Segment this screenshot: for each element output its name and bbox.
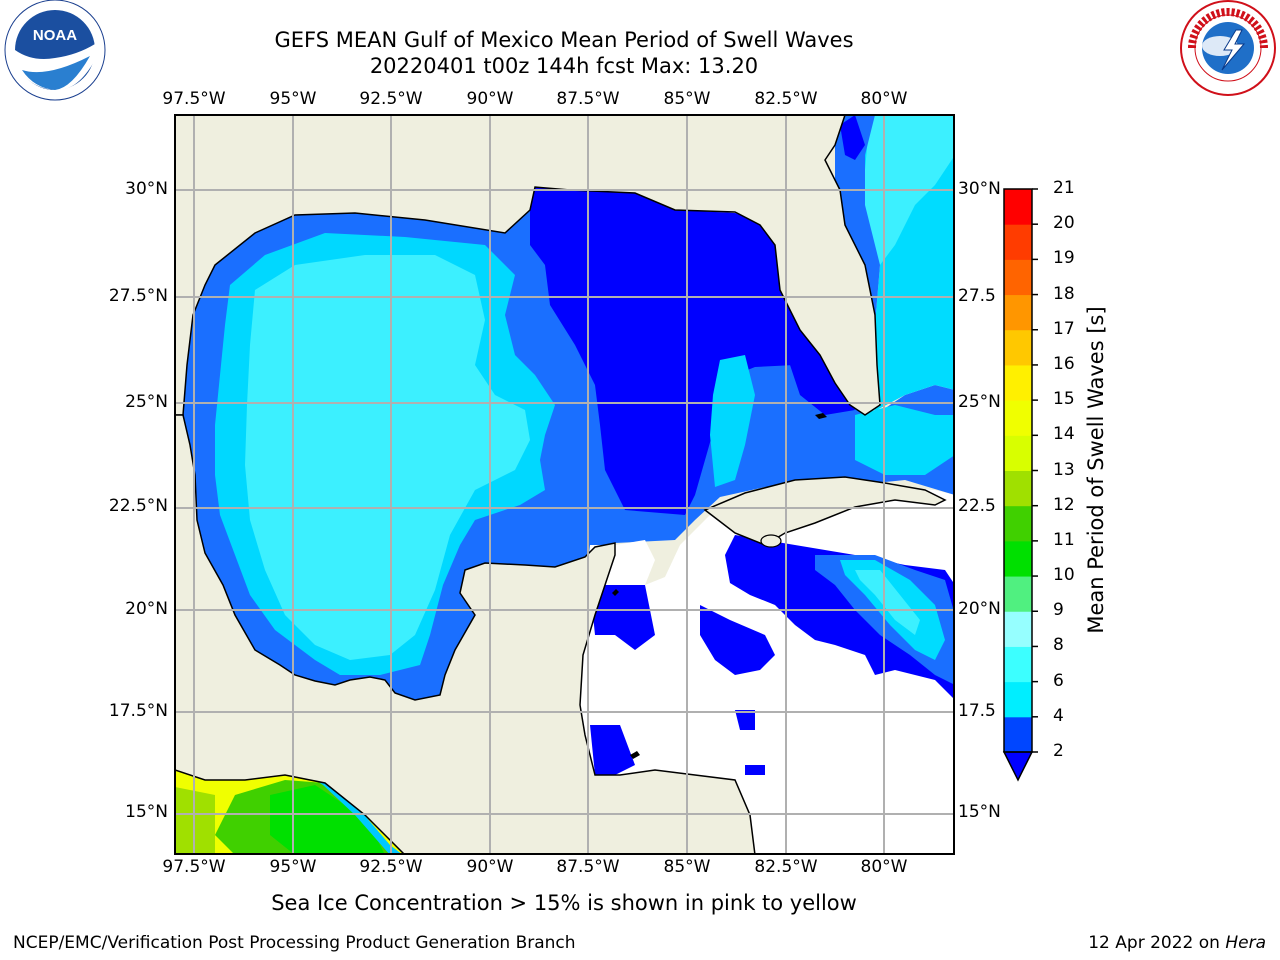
lat-label-right: 17.5 [958,701,996,721]
colorbar-tick-label: 20 [1053,213,1075,234]
colorbar-segment [1004,294,1032,331]
lon-label-top: 82.5°W [754,89,818,109]
colorbar-segment [1004,576,1032,612]
colorbar-segment [1004,259,1032,296]
map-panel [174,114,955,855]
lat-label-left: 22.5°N [108,496,168,516]
lon-label-bottom: 80°W [860,857,908,877]
colorbar-tick-label: 12 [1053,494,1075,515]
lat-label-right: 20°N [958,599,1001,619]
lat-label-right: 15°N [958,802,1001,822]
chart-subtitle: 20220401 t00z 144h fcst Max: 13.20 [369,54,759,78]
colorbar-segment [1004,505,1032,542]
colorbar-segment [1004,716,1032,753]
lon-label-bottom: 87.5°W [556,857,620,877]
nws-logo [1180,0,1276,96]
lon-label-top: 97.5°W [162,89,226,109]
lon-label-bottom: 90°W [466,857,514,877]
lon-label-top: 80°W [860,89,908,109]
noaa-logo-text: NOAA [33,27,77,44]
lat-label-right: 25°N [958,392,1001,412]
footer-date: 12 Apr 2022 on Hera [1088,933,1266,953]
gulf-swell-under-2s [530,187,815,515]
footer-credit: NCEP/EMC/Verification Post Processing Pr… [13,933,576,953]
sea-ice-note: Sea Ice Concentration > 15% is shown in … [271,891,857,915]
lon-label-top: 92.5°W [359,89,423,109]
lat-label-left: 25°N [125,392,168,412]
map-frame [174,114,955,855]
colorbar-segment [1004,329,1032,366]
footer-date-text: 12 Apr 2022 on [1088,933,1220,953]
colorbar-segment [1004,646,1032,683]
colorbar-tick-label: 14 [1053,424,1075,445]
lon-label-bottom: 92.5°W [359,857,423,877]
colorbar-segment [1004,681,1032,718]
chart-title: GEFS MEAN Gulf of Mexico Mean Period of … [274,28,854,52]
gulf-swell-6s [245,255,530,660]
lon-label-bottom: 95°W [269,857,317,877]
colorbar-tick-label: 4 [1053,705,1064,726]
colorbar-tick-label: 21 [1053,178,1075,198]
colorbar-tick-label: 17 [1053,318,1075,339]
graticule [175,115,954,854]
colorbar-segment [1004,611,1032,647]
lon-label-top: 85°W [663,89,711,109]
footer-machine: Hera [1225,933,1266,953]
colorbar-segment [1004,540,1032,577]
colorbar-segment [1004,364,1032,401]
colorbar-extend-arrow [1002,751,1034,782]
lat-label-left: 17.5°N [108,701,168,721]
lat-label-left: 15°N [125,802,168,822]
colorbar-tick-label: 2 [1053,741,1064,761]
lat-label-left: 27.5°N [108,286,168,306]
colorbar-tick-label: 8 [1053,635,1064,656]
lon-label-bottom: 82.5°W [754,857,818,877]
colorbar-segment [1004,224,1032,260]
lat-label-left: 20°N [125,599,168,619]
colorbar-segment [1004,400,1032,436]
mexico-land [175,414,756,854]
colorbar-segment [1004,435,1032,471]
lat-label-left: 30°N [125,179,168,199]
colorbar-tick-label: 11 [1053,529,1075,550]
colorbar-tick-label: 9 [1053,600,1064,621]
colorbar-segment [1004,189,1032,225]
noaa-logo: NOAA [4,0,106,101]
lon-label-bottom: 85°W [663,857,711,877]
colorbar [1002,188,1038,782]
lat-label-right: 27.5 [958,286,996,306]
colorbar-segment [1004,470,1032,507]
colorbar-tick-label: 10 [1053,565,1075,586]
colorbar-tick-label: 16 [1053,353,1075,374]
colorbar-tick-label: 6 [1053,670,1064,691]
colorbar-tick-label: 19 [1053,248,1075,269]
colorbar-tick-label: 18 [1053,283,1075,304]
lon-label-bottom: 97.5°W [162,857,226,877]
colorbar-label: Mean Period of Swell Waves [s] [1084,306,1108,634]
lon-label-top: 95°W [269,89,317,109]
lat-label-right: 30°N [958,179,1001,199]
lon-label-top: 87.5°W [556,89,620,109]
lat-label-right: 22.5 [958,496,996,516]
colorbar-tick-label: 13 [1053,459,1075,480]
lon-label-top: 90°W [466,89,514,109]
colorbar-tick-label: 15 [1053,389,1075,410]
